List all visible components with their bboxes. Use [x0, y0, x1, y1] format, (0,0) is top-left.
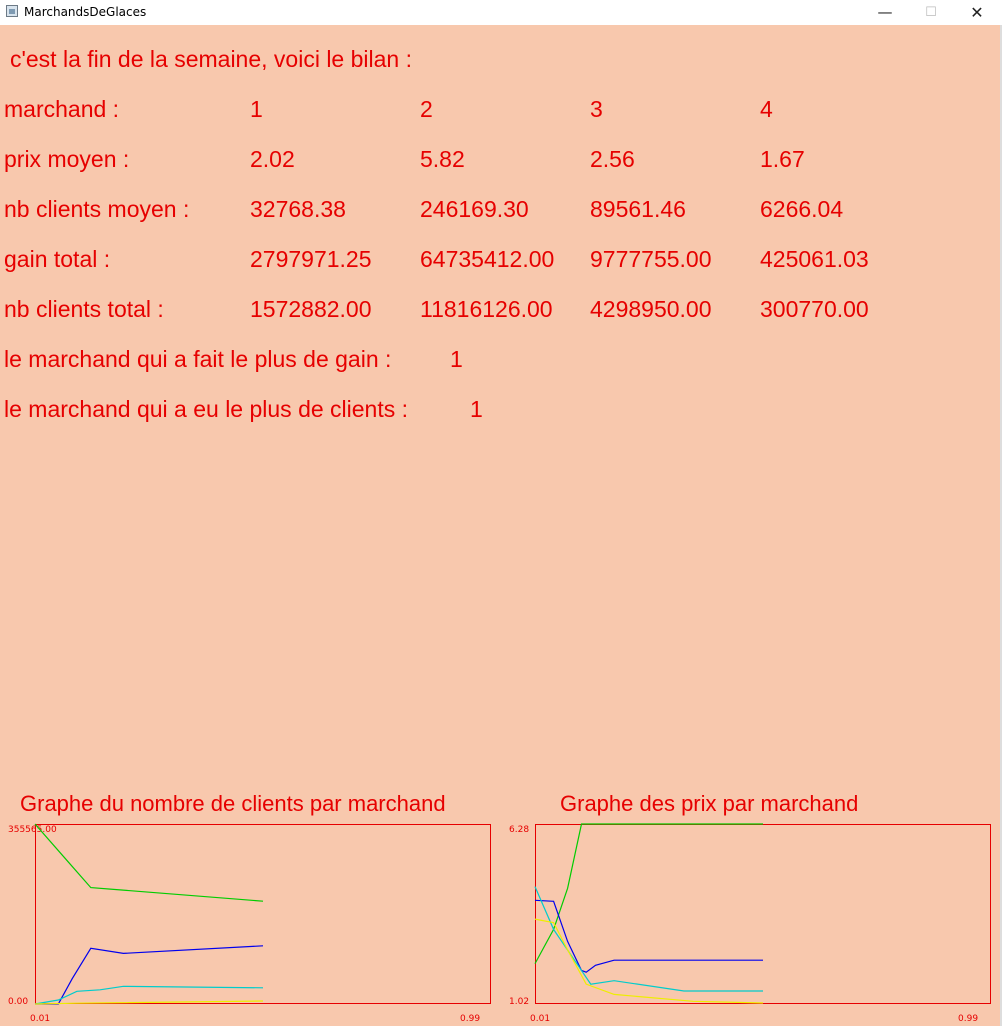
maximize-button[interactable]: ☐ — [925, 5, 937, 20]
prix-chart-series-line-2 — [534, 899, 763, 973]
clients-chart-xmin-label: 0.01 — [30, 1014, 51, 1024]
cell-marchand-1: 1 — [250, 96, 263, 122]
cell-nb-clients-total-3: 4298950.00 — [590, 296, 712, 322]
client-area: c'est la fin de la semaine, voici le bil… — [0, 25, 1002, 1026]
prix-chart-xmax-label: 0.99 — [958, 1014, 979, 1024]
app-icon — [6, 5, 18, 17]
cell-marchand-2: 2 — [420, 96, 433, 122]
cell-prix-moyen-1: 2.02 — [250, 146, 295, 172]
row-label-marchand: marchand : — [4, 96, 120, 122]
clients-chart-series-line-4 — [34, 1000, 264, 1005]
clients-chart — [34, 823, 491, 1005]
cell-prix-moyen-2: 5.82 — [420, 146, 465, 172]
prix-chart-title: Graphe des prix par marchand — [560, 791, 859, 816]
cell-nb-clients-moyen-2: 246169.30 — [420, 196, 529, 222]
cell-nb-clients-total-4: 300770.00 — [760, 296, 869, 322]
prix-chart — [534, 823, 991, 1004]
cell-gain-total-4: 425061.03 — [760, 246, 869, 272]
minimize-button[interactable]: — — [877, 3, 893, 21]
cell-gain-total-3: 9777755.00 — [590, 246, 712, 272]
cell-marchand-4: 4 — [760, 96, 773, 122]
clients-chart-series-line-3 — [34, 985, 264, 1005]
best-gain-label: le marchand qui a fait le plus de gain : — [4, 346, 392, 372]
row-label-nb-clients-moyen: nb clients moyen : — [4, 196, 190, 222]
window-title: MarchandsDeGlaces — [24, 5, 147, 19]
best-gain-value: 1 — [450, 346, 463, 372]
clients-chart-ymin-label: 0.00 — [8, 997, 29, 1007]
best-clients-value: 1 — [470, 396, 483, 422]
row-label-nb-clients-total: nb clients total : — [4, 296, 164, 322]
cell-nb-clients-moyen-1: 32768.38 — [250, 196, 346, 222]
clients-chart-ymax-label: 355565.00 — [8, 825, 57, 835]
prix-chart-series-line-1 — [534, 823, 763, 964]
cell-gain-total-2: 64735412.00 — [420, 246, 555, 272]
title-bar: MarchandsDeGlaces — ☐ ✕ — [0, 0, 1002, 26]
close-button[interactable]: ✕ — [970, 3, 984, 22]
summary-heading: c'est la fin de la semaine, voici le bil… — [10, 46, 412, 72]
prix-chart-series-line-4 — [534, 918, 764, 1004]
prix-chart-frame — [535, 824, 991, 1004]
prix-chart-ymax-label: 6.28 — [509, 825, 530, 835]
cell-gain-total-1: 2797971.25 — [250, 246, 372, 272]
cell-nb-clients-moyen-3: 89561.46 — [590, 196, 686, 222]
clients-chart-series-line-1 — [34, 823, 264, 902]
cell-prix-moyen-4: 1.67 — [760, 146, 805, 172]
row-label-gain-total: gain total : — [4, 246, 111, 272]
prix-chart-xmin-label: 0.01 — [530, 1014, 551, 1024]
cell-marchand-3: 3 — [590, 96, 603, 122]
prix-chart-series-line-3 — [534, 886, 763, 992]
cell-nb-clients-total-1: 1572882.00 — [250, 296, 372, 322]
row-label-prix-moyen: prix moyen : — [4, 146, 130, 172]
best-clients-label: le marchand qui a eu le plus de clients … — [4, 396, 409, 422]
cell-nb-clients-total-2: 11816126.00 — [420, 296, 553, 322]
clients-chart-frame — [35, 824, 491, 1004]
clients-chart-xmax-label: 0.99 — [460, 1014, 481, 1024]
clients-chart-title: Graphe du nombre de clients par marchand — [20, 791, 446, 816]
prix-chart-ymin-label: 1.02 — [509, 997, 530, 1007]
cell-nb-clients-moyen-4: 6266.04 — [760, 196, 844, 222]
cell-prix-moyen-3: 2.56 — [590, 146, 635, 172]
